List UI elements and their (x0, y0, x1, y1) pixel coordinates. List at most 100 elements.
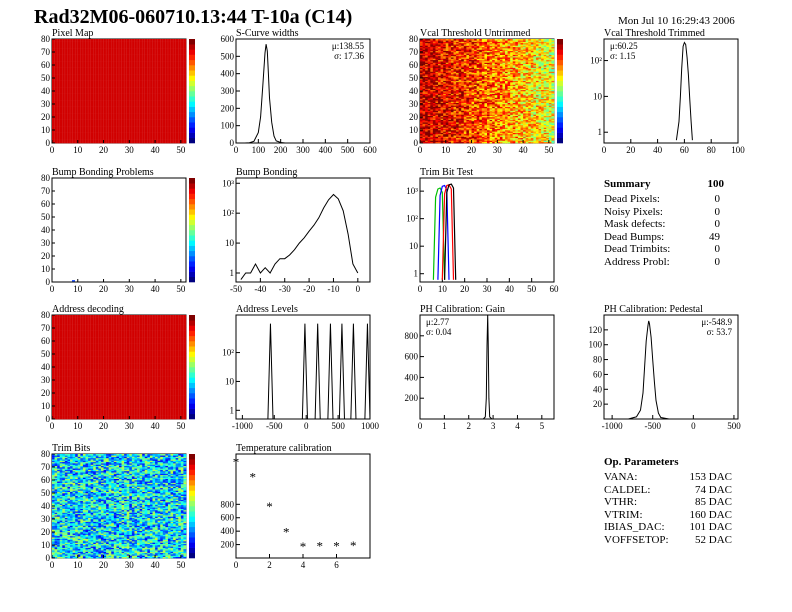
x-tick-label: 30 (493, 145, 503, 155)
y-tick-label: 80 (593, 355, 603, 365)
summary-value: 0 (714, 255, 721, 268)
x-tick-label: 100 (731, 145, 745, 155)
x-tick-label: -50 (230, 284, 242, 294)
y-tick-label: 70 (41, 186, 51, 196)
y-tick-label: 20 (593, 399, 603, 409)
x-tick-label: 30 (125, 421, 135, 431)
x-tick-label: 0 (691, 421, 696, 431)
summary-count: 100 (707, 178, 725, 190)
y-tick-label: 10 (225, 238, 235, 248)
x-tick-label: 40 (151, 560, 161, 570)
x-tick-label: 3 (491, 421, 496, 431)
y-tick-label: 10 (41, 540, 51, 550)
x-tick-label: -20 (303, 284, 315, 294)
y-tick-label: 100 (221, 121, 235, 131)
y-tick-label: 60 (593, 369, 603, 379)
x-tick-label: 50 (176, 560, 186, 570)
y-tick-label: 30 (41, 99, 51, 109)
scatter-point: * (233, 455, 240, 470)
y-tick-label: 30 (41, 238, 51, 248)
x-tick-label: 0 (50, 284, 55, 294)
y-tick-label: 40 (41, 501, 51, 511)
y-tick-label: 1 (230, 405, 235, 415)
x-tick-label: 60 (550, 284, 560, 294)
y-tick-label: 40 (41, 86, 51, 96)
y-tick-label: 70 (409, 47, 419, 57)
x-tick-label: 50 (176, 421, 186, 431)
x-tick-label: 50 (176, 145, 186, 155)
colorbar (189, 315, 195, 420)
stat-label: σ: 53.7 (707, 327, 733, 337)
chart-title: Pixel Map (52, 28, 93, 39)
summary-panel: Summary 100 Dead Pixels: 0 Noisy Pixels: 0… (604, 178, 744, 268)
address-levels-chart: Address Levels -1000 -500 0 500 1000 1 10 10² (222, 304, 379, 431)
y-tick-label: 40 (41, 362, 51, 372)
stat-label: μ:-548.9 (701, 317, 732, 327)
ph-gain-chart: PH Calibration: Gain 0 1 2 3 4 5 200 400 600 800 μ:… (405, 304, 555, 431)
heatmap-cells (52, 39, 187, 144)
scatter-point: * (283, 525, 290, 540)
op-param-label: VTHR: (604, 496, 637, 508)
y-tick-label: 600 (221, 34, 235, 44)
x-tick-label: 400 (319, 145, 333, 155)
heatmap-cells (52, 454, 187, 559)
x-tick-label: -1000 (232, 421, 253, 431)
x-tick-label: 0 (418, 145, 423, 155)
y-tick-label: 20 (41, 527, 51, 537)
y-tick-label: 10³ (222, 178, 234, 188)
y-tick-label: 70 (41, 47, 51, 57)
summary-value: 0 (714, 205, 721, 218)
summary-label: Address Probl: (604, 255, 670, 268)
x-tick-label: 20 (99, 284, 109, 294)
chart-title: Vcal Threshold Trimmed (604, 28, 705, 39)
y-tick-label: 800 (221, 499, 235, 509)
x-tick-label: -30 (279, 284, 291, 294)
plot-frame (603, 314, 739, 420)
y-tick-label: 10² (222, 348, 234, 358)
stat-label: μ:2.77 (426, 317, 450, 327)
plot-frame (51, 177, 187, 283)
y-tick-label: 30 (409, 99, 419, 109)
histogram-peak (301, 323, 308, 420)
stat-label: σ: 1.15 (610, 51, 636, 61)
heatmap-cells (420, 39, 555, 144)
s-curve-chart: S-Curve widths 0 100 200 300 400 500 600 0 100 200… (221, 28, 378, 155)
x-tick-label: 0 (234, 145, 239, 155)
y-tick-label: 50 (41, 212, 51, 222)
y-tick-label: 80 (41, 173, 51, 183)
y-tick-label: 400 (405, 372, 419, 382)
x-tick-label: 500 (331, 421, 345, 431)
x-tick-label: 0 (418, 284, 423, 294)
y-tick-label: 10 (41, 125, 51, 135)
scatter-point: * (250, 469, 257, 484)
op-param-label: CALDEL: (604, 483, 651, 496)
y-tick-label: 70 (41, 462, 51, 472)
stat-label: μ:60.25 (610, 41, 638, 51)
chart-title: Vcal Threshold Untrimmed (420, 28, 530, 39)
histogram-line (482, 314, 493, 420)
colorbar (189, 454, 195, 559)
y-tick-label: 30 (41, 514, 51, 524)
y-tick-label: 60 (41, 336, 51, 346)
x-tick-label: 30 (125, 284, 135, 294)
heatmap-cell (72, 280, 75, 282)
x-tick-label: 50 (544, 145, 554, 155)
x-tick-label: 10 (441, 145, 451, 155)
op-param-value: 74 DAC (695, 483, 732, 496)
x-tick-label: 0 (418, 421, 423, 431)
series-line (444, 183, 457, 280)
histogram-peak (364, 323, 371, 420)
y-tick-label: 20 (41, 251, 51, 261)
address-decoding-chart: Address decoding 0 10 20 30 40 50 0 10 20 30 40 50 60… (41, 304, 195, 431)
y-tick-label: 10 (41, 264, 51, 274)
y-tick-label: 40 (41, 225, 51, 235)
y-tick-label: 20 (41, 112, 51, 122)
chart-title: Trim Bits (52, 443, 90, 454)
summary-label: Noisy Pixels: (604, 205, 663, 218)
histogram-peak (327, 323, 334, 420)
x-tick-label: 2 (267, 560, 272, 570)
x-tick-label: 40 (151, 145, 161, 155)
x-tick-label: 10 (73, 284, 83, 294)
y-tick-label: 400 (221, 526, 235, 536)
x-tick-label: 20 (99, 421, 109, 431)
